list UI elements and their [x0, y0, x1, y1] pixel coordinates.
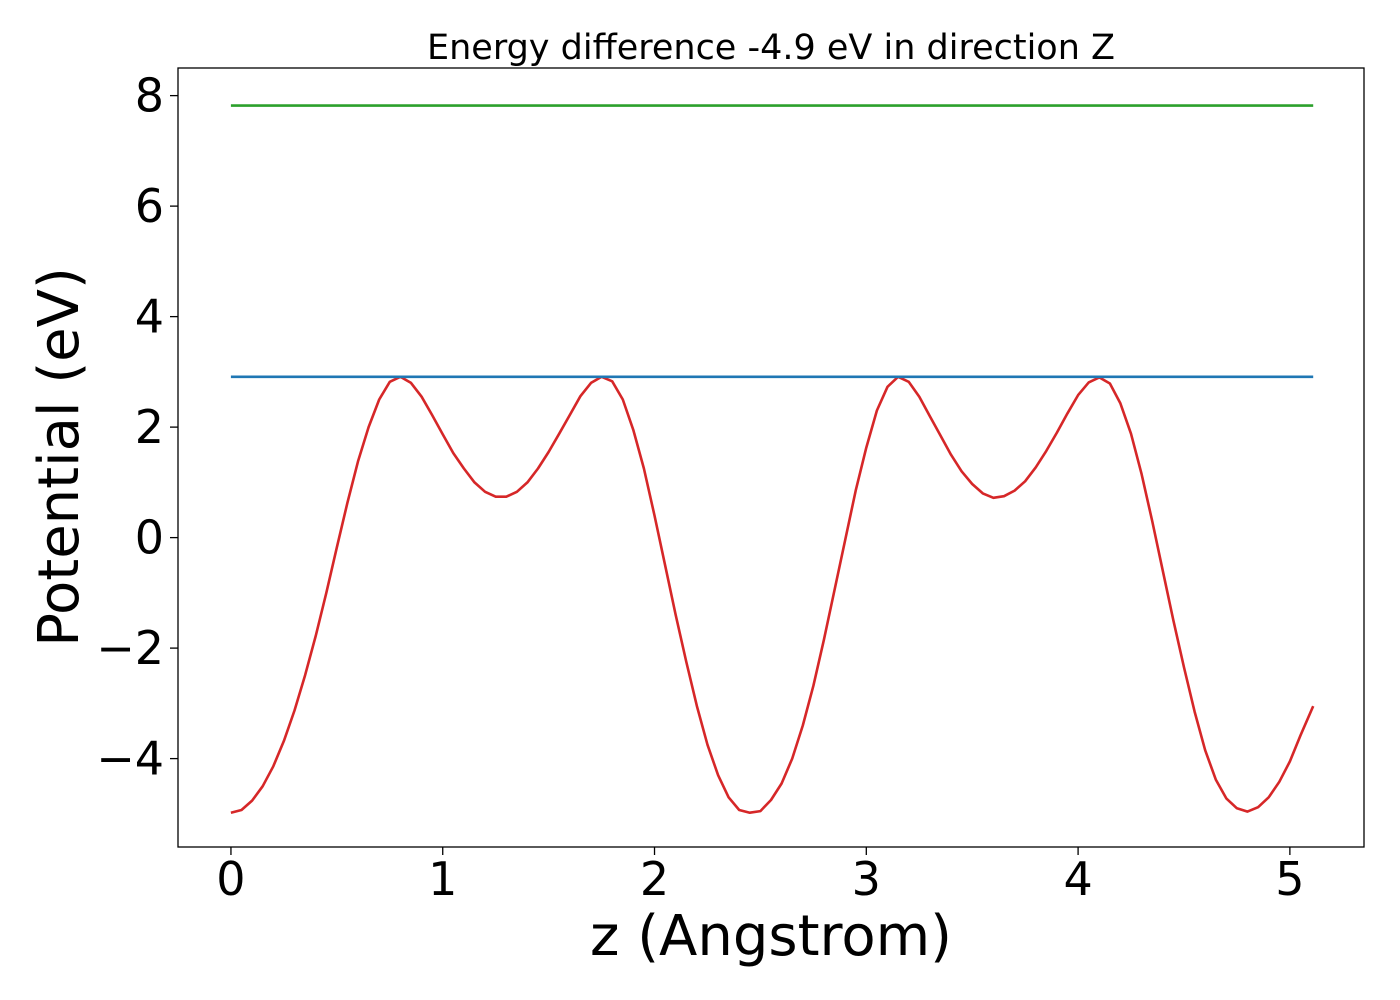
x-tick-label: 1: [428, 852, 457, 906]
y-tick-label: 0: [135, 511, 164, 565]
y-tick-label: 6: [135, 179, 164, 233]
series-layer: [230, 104, 1315, 815]
y-tick-label: 4: [135, 290, 164, 344]
y-axis: −4 −2 0 2 4 6 8: [96, 69, 178, 786]
x-axis: 0 1 2 3 4 5: [216, 847, 1305, 906]
x-tick-label: 0: [216, 852, 245, 906]
y-axis-label: Potential (eV): [27, 267, 92, 647]
x-tick-label: 5: [1275, 852, 1304, 906]
y-tick-label: 2: [135, 400, 164, 454]
x-tick-label: 4: [1063, 852, 1092, 906]
y-tick-label: −4: [96, 732, 164, 786]
x-tick-label: 2: [640, 852, 669, 906]
chart-title: Energy difference -4.9 eV in direction Z: [427, 28, 1115, 68]
series-line-1: [230, 375, 1315, 815]
y-tick-label: −2: [96, 621, 164, 675]
x-tick-label: 3: [852, 852, 881, 906]
y-tick-label: 8: [135, 69, 164, 123]
plot-frame: [177, 67, 1365, 848]
x-axis-label: z (Angstrom): [590, 904, 952, 969]
